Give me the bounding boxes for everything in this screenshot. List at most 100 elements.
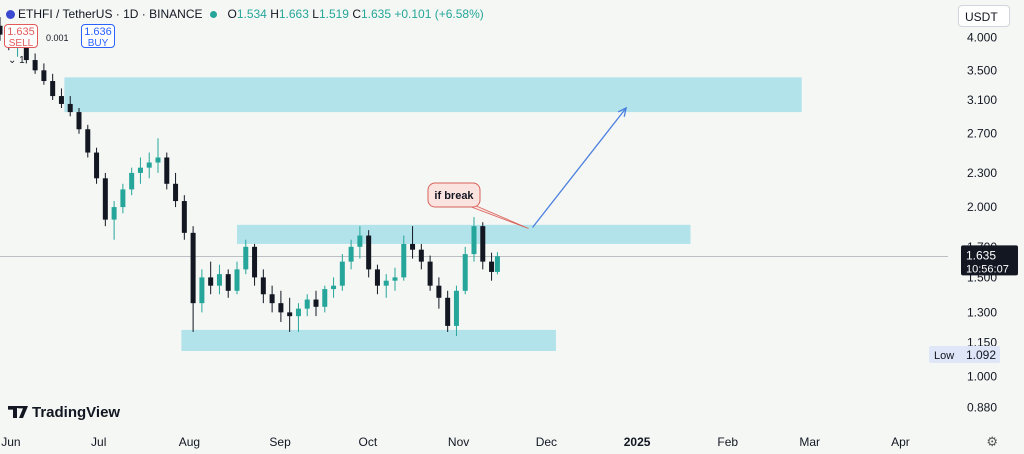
- quantity-control[interactable]: ⌄ 1: [8, 55, 25, 66]
- candle-body-8: [67, 103, 73, 113]
- candle-body-10: [85, 129, 91, 153]
- candle-body-14: [120, 189, 126, 208]
- candle-body-16: [137, 167, 143, 173]
- candle-body-27: [234, 269, 240, 291]
- candle-body-43: [374, 269, 380, 286]
- candle-body-21: [181, 201, 187, 233]
- market-status-icon: [210, 11, 218, 18]
- x-tick-2: Aug: [179, 435, 200, 449]
- candle-body-19: [164, 157, 170, 184]
- candle-body-0: [0, 25, 3, 35]
- ethfi-logo-icon: [6, 10, 15, 19]
- candle-body-9: [76, 112, 82, 130]
- candle-body-37: [322, 289, 328, 307]
- candle-body-42: [366, 235, 372, 270]
- candle-body-11: [94, 152, 100, 179]
- low-value: 1.092: [966, 348, 996, 362]
- candle-body-6: [50, 81, 56, 97]
- candle-body-15: [129, 172, 135, 190]
- symbol-title[interactable]: ETHFI / TetherUS · 1D · BINANCE: [18, 7, 203, 21]
- candle-body-34: [295, 308, 301, 317]
- candle-body-46: [401, 243, 407, 278]
- countdown-label: 10:56:07: [966, 263, 1009, 275]
- x-tick-7: 2025: [624, 435, 651, 449]
- projection-arrow: [532, 107, 627, 228]
- y-tick-10: 1.000: [967, 369, 997, 383]
- currency-selector[interactable]: USDT: [958, 5, 1010, 27]
- candle-body-51: [445, 297, 451, 326]
- annotations: if break: [427, 106, 628, 229]
- candle-body-56: [489, 261, 495, 272]
- candle-body-7: [58, 96, 64, 104]
- y-tick-4: 2.300: [967, 166, 997, 180]
- candle-body-33: [287, 312, 293, 317]
- symbol-header: ETHFI / TetherUS · 1D · BINANCE O1.534 H1…: [6, 7, 484, 21]
- low-label: Low: [934, 350, 954, 362]
- x-tick-10: Apr: [891, 435, 910, 449]
- zone-0: [64, 77, 802, 113]
- zone-2: [181, 329, 556, 351]
- y-tick-2: 3.100: [967, 93, 997, 107]
- candle-body-20: [173, 183, 179, 202]
- candle-body-26: [225, 274, 231, 291]
- candle-body-22: [190, 232, 196, 304]
- candle-body-38: [331, 285, 337, 290]
- tradingview-icon: [8, 406, 28, 418]
- x-tick-6: Dec: [536, 435, 557, 449]
- callout-text: if break: [434, 190, 474, 202]
- candle-body-55: [480, 226, 486, 262]
- price-axis: 4.0003.5003.1002.7002.3002.0001.7001.500…: [929, 31, 1018, 415]
- candle-body-12: [102, 178, 108, 220]
- x-tick-5: Nov: [448, 435, 469, 449]
- candle-body-24: [208, 277, 214, 286]
- time-axis: Jun Jul Aug Sep Oct Nov Dec 2025 Feb Mar Apr: [1, 435, 910, 449]
- x-tick-8: Feb: [717, 435, 738, 449]
- x-tick-0: Jun: [1, 435, 20, 449]
- y-tick-9: 1.150: [967, 335, 997, 349]
- candle-body-41: [357, 235, 363, 247]
- candle-body-17: [146, 162, 152, 168]
- candle-body-49: [427, 261, 433, 286]
- candle-body-23: [199, 277, 205, 304]
- candle-body-50: [436, 285, 442, 298]
- sell-button[interactable]: 1.635 SELL: [4, 24, 38, 49]
- spread-value: 0.001: [46, 33, 69, 43]
- candle-body-39: [339, 261, 345, 286]
- candle-body-25: [216, 274, 222, 286]
- candle-body-30: [260, 277, 266, 295]
- candle-body-52: [453, 290, 459, 326]
- x-tick-3: Sep: [269, 435, 291, 449]
- candle-body-35: [304, 299, 310, 309]
- x-tick-1: Jul: [91, 435, 106, 449]
- candle-body-31: [269, 294, 275, 304]
- candle-body-29: [252, 246, 258, 278]
- candle-body-4: [32, 60, 38, 71]
- callout-box: [427, 182, 481, 208]
- y-tick-8: 1.300: [967, 305, 997, 319]
- y-tick-0: 4.000: [967, 31, 997, 45]
- candle-body-48: [418, 249, 424, 262]
- y-tick-1: 3.500: [967, 63, 997, 77]
- projection-arrow-head: [617, 106, 628, 117]
- zones: [64, 77, 802, 351]
- candle-body-28: [243, 246, 249, 270]
- candle-body-32: [278, 303, 284, 313]
- buy-button[interactable]: 1.636 BUY: [81, 24, 115, 49]
- candle-body-57: [494, 256, 500, 272]
- candle-body-47: [410, 243, 416, 250]
- tradingview-logo: TradingView: [8, 404, 120, 421]
- zone-1: [237, 224, 691, 244]
- candle-body-40: [348, 246, 354, 262]
- candle-body-53: [462, 254, 468, 291]
- candle-body-45: [392, 277, 398, 281]
- y-tick-5: 2.000: [967, 200, 997, 214]
- low-box: [929, 345, 1000, 363]
- y-tick-11: 0.880: [967, 401, 997, 415]
- settings-gear-icon[interactable]: ⚙: [986, 434, 998, 449]
- candle-body-13: [111, 207, 117, 220]
- candles: [0, 17, 500, 337]
- candle-body-54: [471, 226, 477, 255]
- candle-body-18: [155, 157, 161, 163]
- ohlc-values: O1.534 H1.663 L1.519 C1.635 +0.101 (+6.5…: [227, 7, 484, 21]
